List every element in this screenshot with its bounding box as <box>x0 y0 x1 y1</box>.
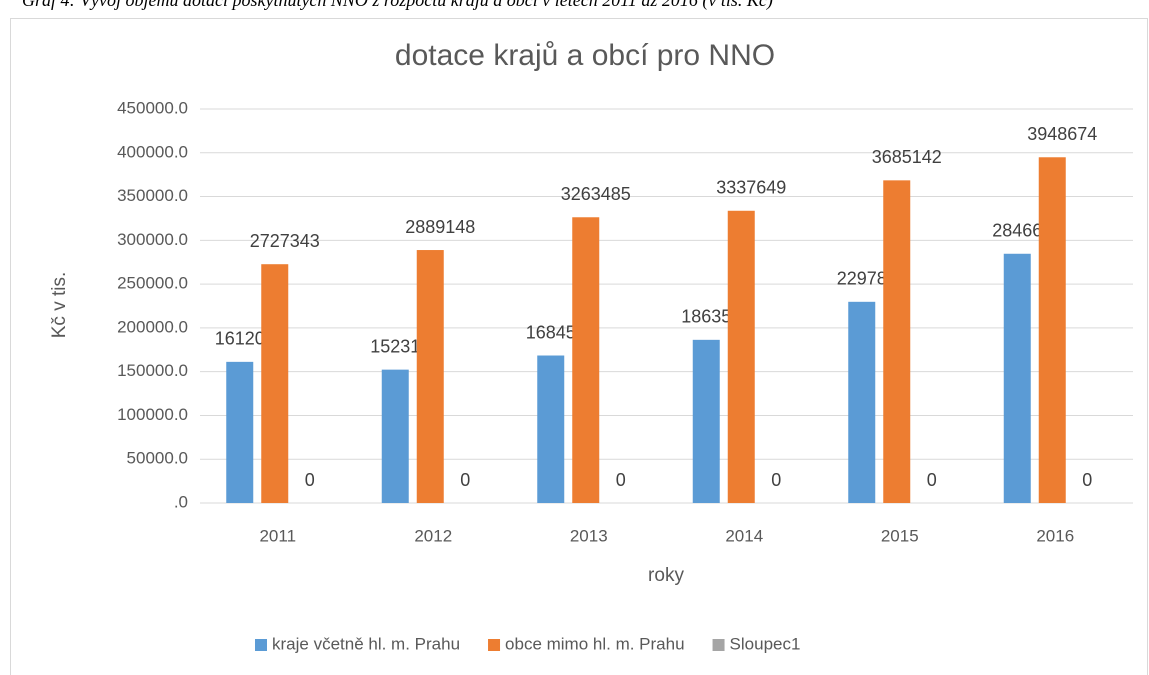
data-label: 2727343 <box>250 231 320 251</box>
bar <box>727 210 755 503</box>
x-tick-label: 2013 <box>570 526 608 545</box>
x-tick-label: 2014 <box>725 526 763 545</box>
bar <box>1003 253 1031 503</box>
data-label: 2889148 <box>405 217 475 237</box>
bar <box>692 339 720 503</box>
y-axis-title: Kč v tis. <box>49 272 70 339</box>
caption: Graf 4: Vývoj objemu dotací poskytnutých… <box>22 0 773 11</box>
y-tick-label: 150000.0 <box>117 361 188 380</box>
legend-label: Sloupec1 <box>730 634 801 653</box>
bar <box>1038 157 1066 503</box>
bar <box>883 180 911 504</box>
x-tick-label: 2011 <box>259 526 296 545</box>
legend-label: obce mimo hl. m. Prahu <box>505 634 685 653</box>
x-tick-label: 2016 <box>1036 526 1074 545</box>
data-label: 0 <box>616 470 626 490</box>
y-tick-label: 300000.0 <box>117 230 188 249</box>
bar <box>572 217 600 503</box>
y-tick-label: 100000.0 <box>117 405 188 424</box>
y-tick-label: 50000.0 <box>127 449 188 468</box>
y-tick-label: 200000.0 <box>117 317 188 336</box>
data-label: 3685142 <box>872 147 942 167</box>
data-label: 3337649 <box>716 178 786 198</box>
x-tick-label: 2012 <box>414 526 452 545</box>
data-label: 0 <box>927 470 937 490</box>
bar <box>226 361 254 503</box>
x-axis-title: roky <box>648 565 684 586</box>
legend-swatch <box>712 639 725 651</box>
data-label: 0 <box>771 470 781 490</box>
bar <box>261 264 289 503</box>
legend-swatch <box>488 639 501 651</box>
y-tick-label: 450000.0 <box>117 98 188 117</box>
data-label: 0 <box>1082 470 1092 490</box>
data-label: 3263485 <box>561 184 631 204</box>
legend-swatch <box>255 639 267 651</box>
y-tick-label: 350000.0 <box>117 186 188 205</box>
y-tick-label: 400000.0 <box>117 142 188 161</box>
chart-frame <box>10 18 1148 675</box>
y-tick-label: .0 <box>174 492 188 511</box>
chart-title: dotace krajů a obcí pro NNO <box>395 39 775 72</box>
bar <box>848 301 876 503</box>
y-tick-label: 250000.0 <box>117 274 188 293</box>
bar <box>381 369 409 503</box>
bar <box>416 250 444 503</box>
x-tick-label: 2015 <box>881 526 919 545</box>
legend-label: kraje včetně hl. m. Prahu <box>272 634 460 653</box>
data-label: 0 <box>460 470 470 490</box>
bar <box>537 355 565 503</box>
data-label: 3948674 <box>1027 124 1097 144</box>
data-label: 0 <box>305 470 315 490</box>
